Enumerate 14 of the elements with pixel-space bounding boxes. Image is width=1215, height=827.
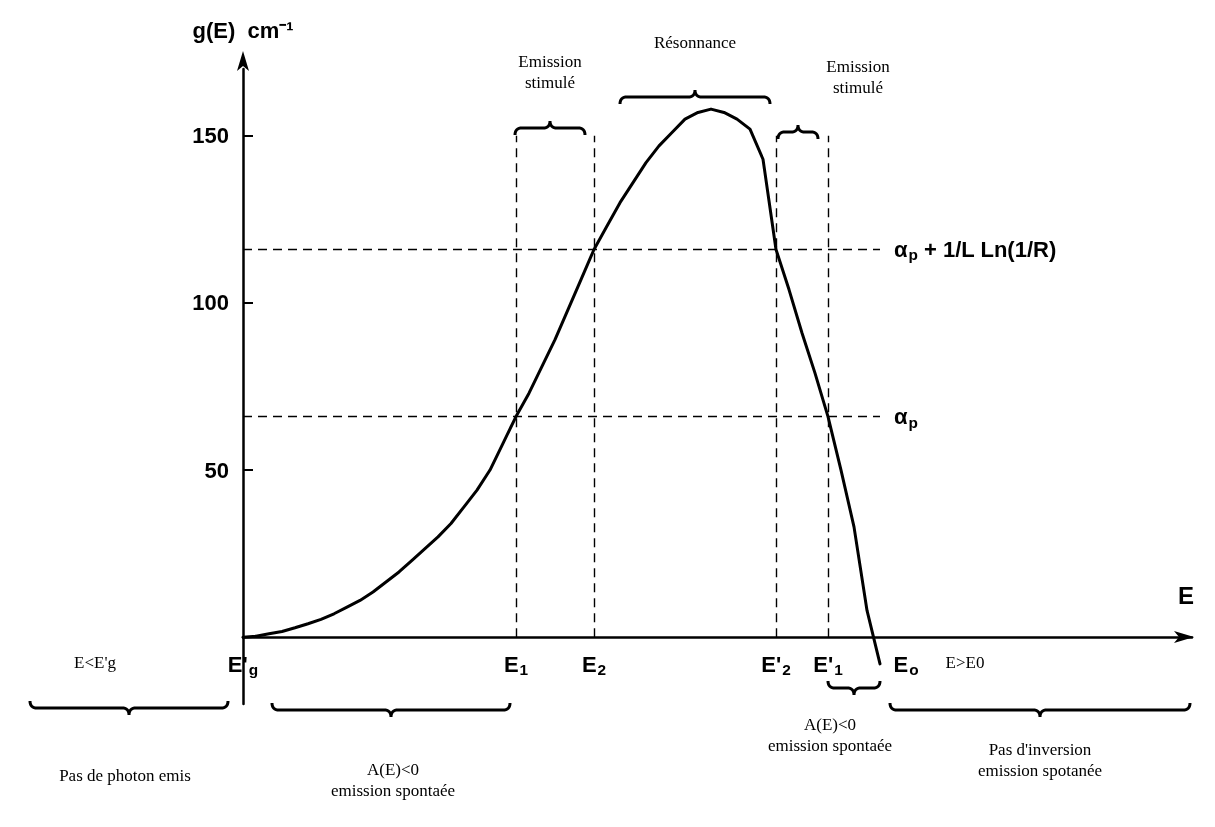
annotation: Emission stimulé (518, 52, 583, 92)
text: A(E)<0 emission spontaée (767, 715, 893, 755)
x-axis-title: E (1178, 581, 1195, 609)
y-tick-label: 150 (192, 123, 229, 149)
y-axis-title: g(E) cm⁻¹ (192, 17, 294, 43)
text: A(E)<0 emission spontaée (330, 760, 456, 800)
y-tick-label: 50 (204, 457, 229, 483)
annotation: E>E0 (945, 652, 985, 672)
y-tick-label: 100 (192, 290, 229, 316)
annotation: Emission stimulé (826, 57, 891, 97)
text: Pas d'inversion emission spotanée (977, 740, 1103, 780)
text: Résonnance (653, 32, 737, 52)
text: Pas de photon emis (59, 765, 191, 785)
text: E<E'g (74, 652, 117, 672)
